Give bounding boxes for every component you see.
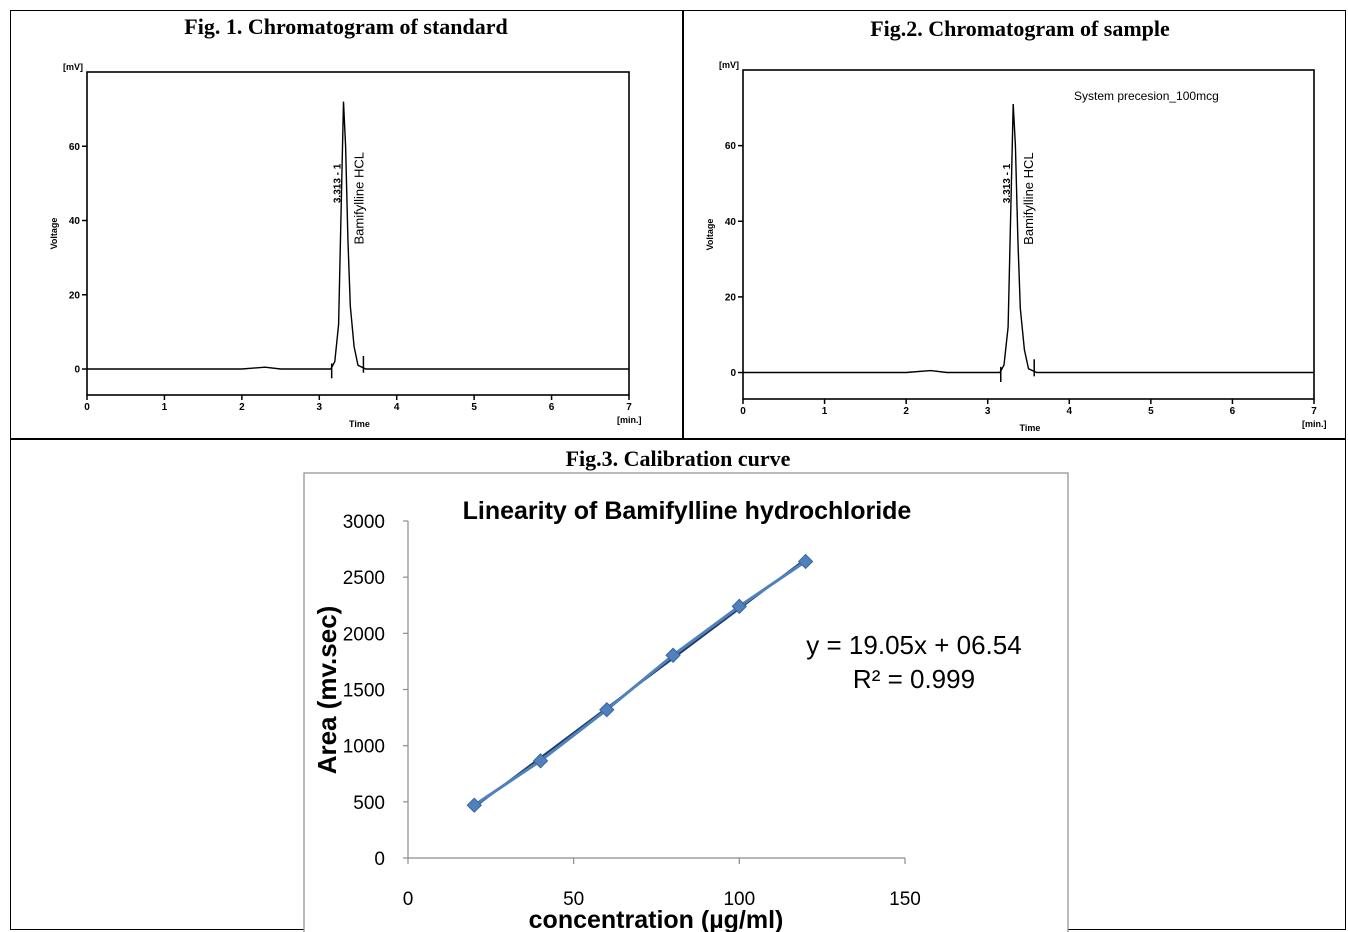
calib-y-tick-label: 3000 bbox=[343, 512, 385, 533]
calib-data-point bbox=[797, 553, 814, 570]
calib-y-tick-label: 1000 bbox=[343, 737, 385, 758]
calib-y-tick-label: 0 bbox=[374, 849, 385, 870]
chrom2-peak-rt-label: 3.313 - 1 bbox=[1002, 163, 1013, 203]
chrom2-x-tick-label: 7 bbox=[1311, 406, 1317, 417]
chrom2-y-tick-label: 40 bbox=[725, 217, 737, 228]
chrom1-x-unit: [min.] bbox=[617, 415, 642, 425]
calib-y-tick-label: 2500 bbox=[343, 568, 385, 589]
chrom2-xlabel: Time bbox=[1020, 423, 1041, 433]
chrom1-x-tick-label: 0 bbox=[84, 402, 90, 413]
calib-x-tick-label: 50 bbox=[563, 889, 584, 910]
calib-x-tick-label: 100 bbox=[723, 889, 755, 910]
calib-y-tick-label: 500 bbox=[353, 793, 385, 814]
chrom2-y-unit: [mV] bbox=[719, 60, 739, 70]
calib-x-tick-label: 0 bbox=[403, 889, 414, 910]
calib-xlabel: concentration (µg/ml) bbox=[529, 906, 784, 932]
chrom2-x-tick-label: 0 bbox=[740, 406, 746, 417]
calib-data-point bbox=[532, 753, 549, 769]
chrom1-y-tick-label: 20 bbox=[69, 290, 81, 301]
calib-data-point bbox=[731, 598, 748, 615]
chrom2-trace bbox=[743, 103, 1314, 374]
fig2-title: Fig.2. Chromatogram of sample bbox=[870, 16, 1170, 41]
calib-r-squared: R² = 0.999 bbox=[853, 664, 975, 694]
chrom1-x-tick-label: 3 bbox=[317, 402, 323, 413]
calib-data-point bbox=[599, 702, 615, 718]
chromatogram-sample: [mV] [min.] Time Voltage 0 1 2 3 4 5 6 7 0 20 40 60 3.31… bbox=[705, 60, 1327, 433]
chrom1-y-unit: [mV] bbox=[63, 62, 83, 72]
chrom2-x-tick-label: 6 bbox=[1230, 406, 1236, 417]
chrom1-y-tick-label: 60 bbox=[69, 142, 81, 153]
calibration-curve-chart: Linearity of Bamifylline hydrochloride 0 5… bbox=[303, 472, 1069, 932]
chrom1-x-tick-label: 6 bbox=[549, 402, 555, 413]
chrom1-xlabel: Time bbox=[349, 419, 370, 429]
fig1-title: Fig. 1. Chromatogram of standard bbox=[184, 14, 508, 39]
chrom1-peak-compound-label: Bamifylline HCL bbox=[352, 152, 367, 244]
chrom2-ylabel: Voltage bbox=[705, 219, 715, 251]
calib-y-tick-label: 2000 bbox=[343, 624, 385, 645]
chrom2-x-tick-label: 3 bbox=[985, 406, 991, 417]
calib-ylabel: Area (mv.sec) bbox=[312, 606, 342, 775]
chrom1-ylabel: Voltage bbox=[49, 218, 59, 250]
chrom2-x-unit: [min.] bbox=[1302, 419, 1327, 429]
calib-data-point bbox=[665, 647, 681, 663]
calib-data-point bbox=[466, 797, 482, 813]
chrom1-x-tick-label: 7 bbox=[626, 402, 632, 413]
panel-divider-vertical bbox=[682, 10, 684, 438]
calib-x-tick-label: 150 bbox=[889, 889, 921, 910]
chrom1-x-tick-label: 2 bbox=[239, 402, 245, 413]
chrom2-y-tick-label: 20 bbox=[725, 292, 737, 303]
calib-series-line bbox=[473, 560, 807, 807]
calib-title: Linearity of Bamifylline hydrochloride bbox=[463, 497, 912, 525]
chrom2-x-tick-label: 5 bbox=[1148, 406, 1154, 417]
chrom1-x-tick-label: 5 bbox=[471, 402, 477, 413]
panel-divider-horizontal bbox=[10, 438, 1346, 440]
chromatogram-standard: [mV] [min.] Time Voltage 0 1 2 3 4 5 6 7 0 20 40 60 3.31… bbox=[49, 62, 642, 429]
chrom1-plot-frame bbox=[86, 71, 630, 396]
chrom2-x-tick-label: 1 bbox=[822, 406, 828, 417]
chrom1-x-tick-label: 1 bbox=[162, 402, 168, 413]
calib-equation: y = 19.05x + 06.54 bbox=[806, 630, 1021, 660]
calib-chart-area bbox=[303, 472, 1069, 932]
chrom2-y-tick-label: 0 bbox=[730, 368, 736, 379]
chrom1-peak-rt-label: 3.313 - 1 bbox=[333, 163, 344, 203]
chrom2-plot-frame bbox=[742, 69, 1315, 400]
chrom2-annotation: System precesion_100mcg bbox=[1074, 89, 1219, 103]
chrom2-x-tick-label: 4 bbox=[1067, 406, 1073, 417]
chrom2-x-tick-label: 2 bbox=[903, 406, 909, 417]
fig3-title: Fig.3. Calibration curve bbox=[565, 446, 791, 471]
calib-y-tick-label: 1500 bbox=[343, 681, 385, 702]
chrom2-y-tick-label: 60 bbox=[725, 141, 737, 152]
chrom1-y-tick-label: 0 bbox=[74, 365, 80, 376]
chrom1-trace bbox=[87, 101, 629, 370]
chrom2-peak-compound-label: Bamifylline HCL bbox=[1021, 152, 1036, 244]
chrom1-x-tick-label: 4 bbox=[394, 402, 400, 413]
chrom1-y-tick-label: 40 bbox=[69, 216, 81, 227]
